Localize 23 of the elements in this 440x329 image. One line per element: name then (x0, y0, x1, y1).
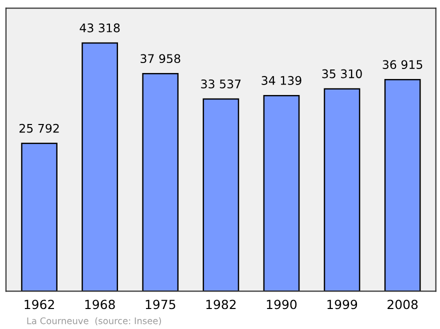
x-tick-label: 1962 (24, 300, 54, 310)
data-label: 36 915 (382, 60, 422, 70)
data-label: 43 318 (80, 23, 120, 32)
data-label: 34 139 (262, 76, 302, 85)
bar (21, 142, 58, 292)
text: (source: Insee) (95, 317, 161, 326)
bar (82, 42, 118, 292)
x-tick-label: 1982 (206, 300, 236, 310)
bar (202, 98, 240, 292)
x-tick-label: 1999 (327, 300, 358, 310)
bar (324, 88, 360, 292)
x-tick-label: 2008 (388, 300, 418, 310)
x-tick-label: 1968 (85, 300, 115, 310)
data-label: 35 310 (322, 69, 362, 78)
text: La Courneuve (27, 317, 88, 324)
bar (263, 94, 300, 292)
x-tick-label: 1990 (266, 300, 297, 310)
bar (142, 73, 179, 292)
x-tick-label: 1975 (146, 300, 176, 310)
data-label: 37 958 (140, 54, 180, 64)
data-label: 25 792 (19, 124, 59, 133)
data-label: 33 537 (201, 79, 241, 88)
bar (384, 79, 421, 292)
